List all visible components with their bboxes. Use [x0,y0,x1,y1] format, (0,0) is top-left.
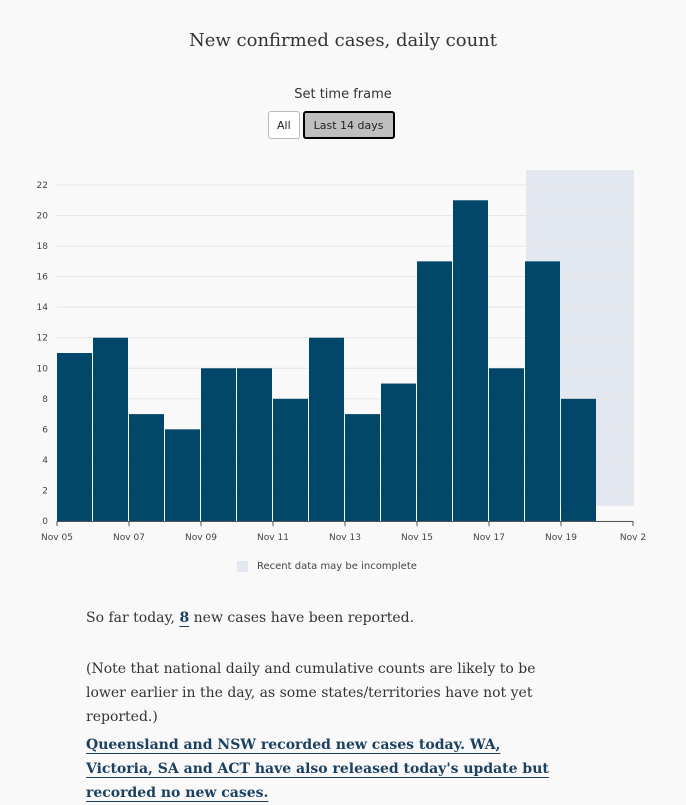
y-tick-label: 12 [37,334,48,344]
time-frame-all-button[interactable]: All [268,111,300,139]
bar [561,398,596,521]
note-text: (Note that national daily and cumulative… [86,661,536,725]
y-tick-label: 0 [42,517,48,527]
y-tick-label: 10 [37,364,49,374]
x-tick-label: Nov 05 [41,533,73,543]
bar [381,383,416,521]
legend-swatch [237,561,248,572]
bar [309,337,344,521]
summary-prefix: So far today, [86,610,180,626]
bar [453,200,488,521]
x-tick-label: Nov 17 [473,533,505,543]
summary-suffix: new cases have been reported. [189,610,415,626]
bar [525,261,560,521]
y-tick-label: 8 [42,395,48,405]
state-update-link[interactable]: Queensland and NSW recorded new cases to… [86,737,549,801]
x-tick-label: Nov 15 [401,533,433,543]
bar [57,353,92,521]
y-tick-label: 18 [37,242,49,252]
bar-chart: 0 2 4 6 8 10 12 14 16 18 20 22 Nov 05 Nov 07 Nov 09 No… [37,170,646,543]
y-tick-label: 22 [37,181,48,191]
y-tick-label: 2 [42,486,48,496]
x-tick-label: Nov 09 [185,533,217,543]
x-tick-label: Nov 19 [545,533,577,543]
bar [201,368,236,521]
x-tick-label: Nov 13 [329,533,361,543]
x-tick-label: Nov 11 [257,533,289,543]
x-tick-label: Nov 2 [620,533,646,543]
legend-label: Recent data may be incomplete [257,561,417,572]
chart-title: New confirmed cases, daily count [189,30,497,51]
time-frame-last-14-days-button[interactable]: Last 14 days [302,111,395,139]
bar [273,398,308,521]
time-frame-toggle: All Last 14 days [268,111,395,139]
y-tick-label: 6 [42,425,48,435]
y-tick-label: 20 [37,212,49,222]
bar [417,261,452,521]
y-tick-label: 4 [42,456,48,466]
bar [237,368,272,521]
y-tick-label: 16 [37,273,49,283]
summary-text: So far today, 8 new cases have been repo… [86,606,566,630]
case-count-link[interactable]: 8 [179,610,190,626]
bar [129,414,164,521]
bar [345,414,380,521]
bar [489,368,524,521]
bar [165,429,200,521]
y-tick-label: 14 [37,303,49,313]
time-frame-label: Set time frame [294,87,392,102]
bar [93,337,128,521]
x-tick-label: Nov 07 [113,533,145,543]
chart-legend: Recent data may be incomplete [237,561,417,572]
